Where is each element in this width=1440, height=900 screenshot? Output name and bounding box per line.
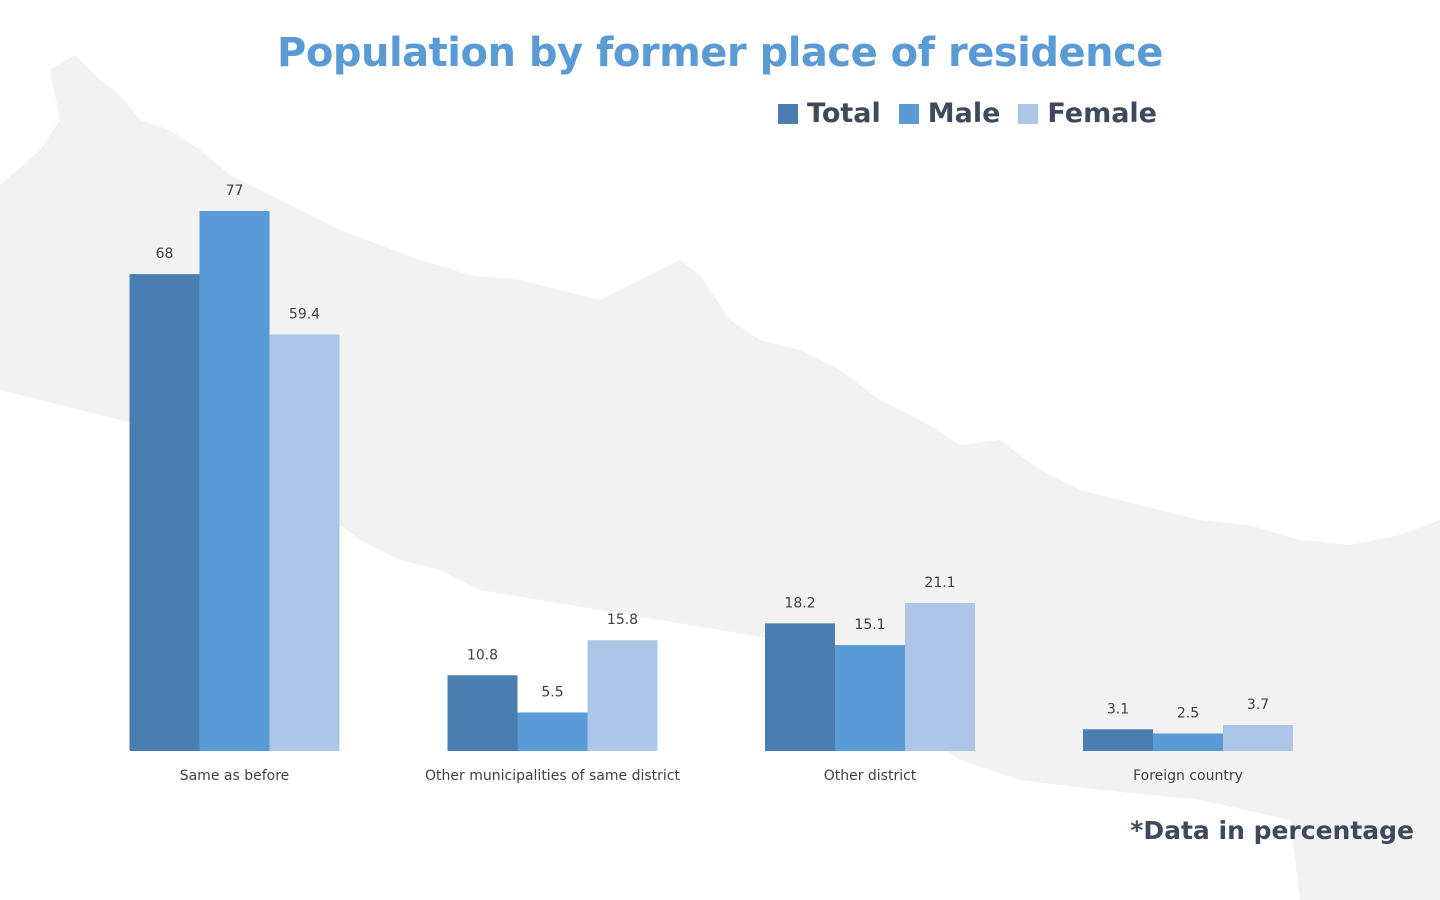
legend-label-female: Female: [1047, 98, 1157, 129]
legend-label-male: Male: [927, 98, 1001, 129]
footnote: *Data in percentage: [1130, 816, 1414, 845]
bar-male-other-municipalities-of-same-district: [517, 712, 588, 751]
legend-swatch-total: [777, 103, 798, 124]
x-tick-label-same-as-before: Same as before: [180, 768, 290, 784]
bar-total-same-as-before: [129, 274, 200, 751]
bar-male-same-as-before: [199, 211, 270, 751]
bar-female-other-district: [905, 603, 975, 751]
data-label-female-foreign-country: 3.7: [1247, 697, 1269, 713]
bar-male-foreign-country: [1153, 733, 1223, 751]
x-tick-label-other-district: Other district: [824, 768, 917, 784]
legend-swatch-female: [1018, 103, 1039, 124]
legend-item-total: Total: [777, 98, 881, 129]
bar-female-same-as-before: [269, 334, 340, 751]
x-tick-label-other-municipalities-of-same-district: Other municipalities of same district: [425, 768, 680, 784]
data-label-female-other-municipalities-of-same-district: 15.8: [607, 612, 638, 628]
data-label-total-other-district: 18.2: [784, 595, 815, 611]
bar-female-foreign-country: [1223, 725, 1293, 751]
bar-total-other-municipalities-of-same-district: [447, 675, 518, 751]
data-label-male-foreign-country: 2.5: [1177, 705, 1199, 721]
legend-swatch-male: [898, 103, 919, 124]
data-label-total-other-municipalities-of-same-district: 10.8: [467, 647, 498, 663]
legend-item-female: Female: [1018, 98, 1157, 129]
bar-total-other-district: [765, 623, 835, 751]
legend-label-total: Total: [806, 98, 881, 129]
bar-male-other-district: [835, 645, 905, 751]
data-label-female-other-district: 21.1: [924, 575, 955, 591]
bar-total-foreign-country: [1083, 729, 1153, 751]
chart-title: Population by former place of residence: [277, 30, 1163, 76]
data-label-female-same-as-before: 59.4: [289, 306, 320, 322]
data-label-male-other-district: 15.1: [854, 617, 885, 633]
legend-item-male: Male: [898, 98, 1001, 129]
x-tick-label-foreign-country: Foreign country: [1133, 768, 1243, 784]
bar-female-other-municipalities-of-same-district: [587, 640, 658, 751]
map-shape: [0, 55, 1440, 900]
data-label-male-same-as-before: 77: [226, 183, 244, 199]
chart-legend: Total Male Female: [777, 98, 1157, 129]
data-label-total-same-as-before: 68: [156, 246, 174, 262]
data-label-total-foreign-country: 3.1: [1107, 701, 1129, 717]
data-label-male-other-municipalities-of-same-district: 5.5: [541, 684, 563, 700]
